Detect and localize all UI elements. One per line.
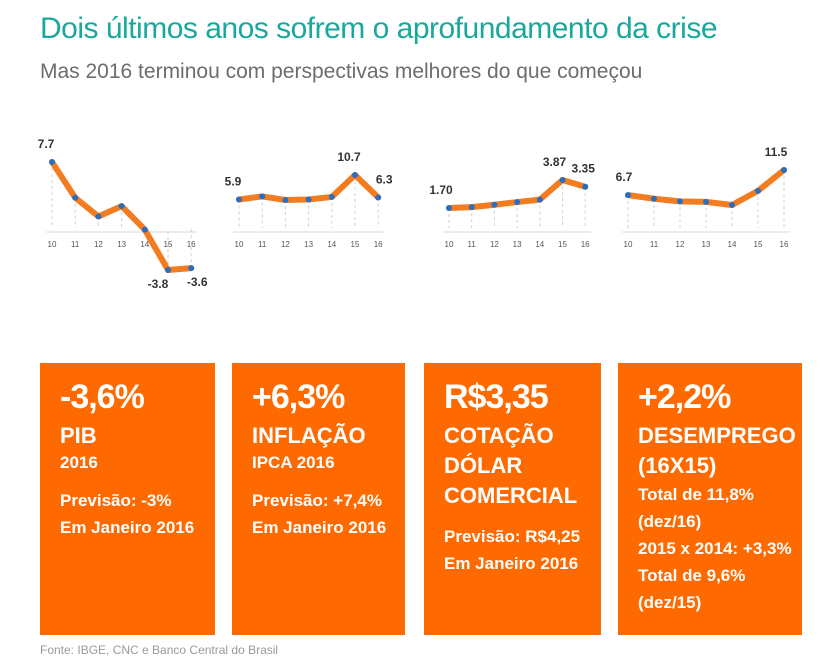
stat-label: COTAÇÃO DÓLAR COMERCIAL <box>444 423 578 508</box>
data-point <box>729 202 735 208</box>
data-label: 6.7 <box>616 170 633 184</box>
tick-label: 10 <box>624 240 633 249</box>
data-point <box>625 192 631 199</box>
tick-label: 16 <box>374 240 383 249</box>
data-point <box>703 198 709 205</box>
data-point <box>259 193 266 200</box>
tick-label: 13 <box>513 240 522 249</box>
stat-note: Total de 9,6% <box>638 566 746 585</box>
tick-label: 11 <box>71 240 80 249</box>
data-point <box>282 197 289 203</box>
stat-note: 2015 x 2014: +3,3% <box>638 539 792 558</box>
source-note: Fonte: IBGE, CNC e Banco Central do Bras… <box>40 643 279 657</box>
tick-label: 15 <box>164 240 173 249</box>
tick-label: 12 <box>490 240 499 249</box>
stat-box-desemprego: +2,2% DESEMPREGO (16X15) Total de 11,8% … <box>618 363 802 635</box>
tick-label: 16 <box>581 240 590 249</box>
data-point <box>141 226 148 233</box>
stat-note: (dez/16) <box>638 512 702 531</box>
data-label: 3.35 <box>572 162 596 176</box>
stat-box-inflacao: +6,3% INFLAÇÃO IPCA 2016 Previsão: +7,4%… <box>232 363 405 635</box>
stat-note: (dez/15) <box>638 593 702 612</box>
stat-value: -3,6% <box>60 378 145 416</box>
data-point <box>514 199 521 206</box>
data-point <box>72 194 79 201</box>
data-point <box>165 267 171 273</box>
data-point <box>188 265 195 272</box>
data-point <box>49 159 55 165</box>
data-point <box>468 204 475 211</box>
stat-note: Em Janeiro 2016 <box>60 518 195 537</box>
tick-label: 13 <box>304 240 313 249</box>
tick-label: 14 <box>327 240 336 249</box>
data-label: 1.70 <box>429 183 453 197</box>
stat-box-pib: -3,6% PIB 2016 Previsão: -3% Em Janeiro … <box>40 363 215 635</box>
tick-label: 14 <box>728 240 737 249</box>
tick-label: 10 <box>445 240 454 249</box>
line-charts: 10 11 12 13 14 15 16 7.7 -3.8 -3.6 10 11 12 13 14 15 16 5… <box>38 137 790 291</box>
page-title: Dois últimos anos sofrem o aprofundament… <box>40 12 718 45</box>
data-point <box>559 177 566 183</box>
tick-label: 11 <box>650 240 659 249</box>
stat-sublabel: 2016 <box>60 453 98 472</box>
tick-label: 14 <box>140 240 149 249</box>
stat-box-dolar: R$3,35 COTAÇÃO DÓLAR COMERCIAL Previsão:… <box>424 363 601 635</box>
tick-label: 12 <box>676 240 685 249</box>
stat-note: Previsão: -3% <box>60 491 172 510</box>
data-label: 6.3 <box>376 172 393 186</box>
data-label: 5.9 <box>225 174 242 188</box>
tick-label: 13 <box>702 240 711 249</box>
tick-label: 15 <box>558 240 567 249</box>
tick-label: 13 <box>117 240 126 249</box>
data-point <box>536 196 543 203</box>
stat-note: Em Janeiro 2016 <box>444 554 579 573</box>
data-point <box>677 198 683 205</box>
stat-label: DESEMPREGO (16X15) <box>638 423 796 478</box>
data-point <box>118 203 125 210</box>
data-point <box>491 201 498 208</box>
tick-label: 16 <box>187 240 196 249</box>
tick-label: 11 <box>468 240 477 249</box>
stat-note: Total de 11,8% <box>638 485 754 504</box>
tick-label: 10 <box>235 240 244 249</box>
data-point <box>781 167 787 173</box>
data-point <box>375 194 382 201</box>
tick-label: 15 <box>754 240 763 249</box>
data-label: 7.7 <box>38 137 55 151</box>
tick-label: 12 <box>281 240 290 249</box>
stat-note: Previsão: R$4,25 <box>444 527 581 546</box>
stat-label: PIB <box>60 423 97 448</box>
data-point <box>582 183 589 190</box>
stat-sublabel: IPCA 2016 <box>252 453 335 472</box>
tick-label: 16 <box>780 240 789 249</box>
stat-value: +2,2% <box>638 378 731 416</box>
stat-note: Em Janeiro 2016 <box>252 518 387 537</box>
tick-label: 10 <box>48 240 57 249</box>
data-label: -3.6 <box>187 275 208 289</box>
data-point <box>755 187 761 194</box>
tick-label: 12 <box>94 240 103 249</box>
data-label: 10.7 <box>337 150 361 164</box>
stat-value: R$3,35 <box>444 378 549 416</box>
data-label: 3.87 <box>543 155 567 169</box>
stat-value: +6,3% <box>252 378 345 416</box>
data-point <box>651 195 657 202</box>
data-label: -3.8 <box>148 277 169 291</box>
data-point <box>352 172 358 178</box>
data-point <box>305 196 312 203</box>
page-subtitle: Mas 2016 terminou com perspectivas melho… <box>40 60 643 83</box>
data-label: 11.5 <box>765 145 788 159</box>
tick-label: 11 <box>258 240 267 249</box>
series-line <box>49 159 195 273</box>
stat-label: INFLAÇÃO <box>252 423 366 448</box>
data-point <box>236 196 242 203</box>
data-point <box>328 193 335 200</box>
data-point <box>446 205 452 211</box>
tick-label: 15 <box>351 240 360 249</box>
tick-label: 14 <box>535 240 544 249</box>
stat-note: Previsão: +7,4% <box>252 491 382 510</box>
data-point <box>95 213 102 220</box>
